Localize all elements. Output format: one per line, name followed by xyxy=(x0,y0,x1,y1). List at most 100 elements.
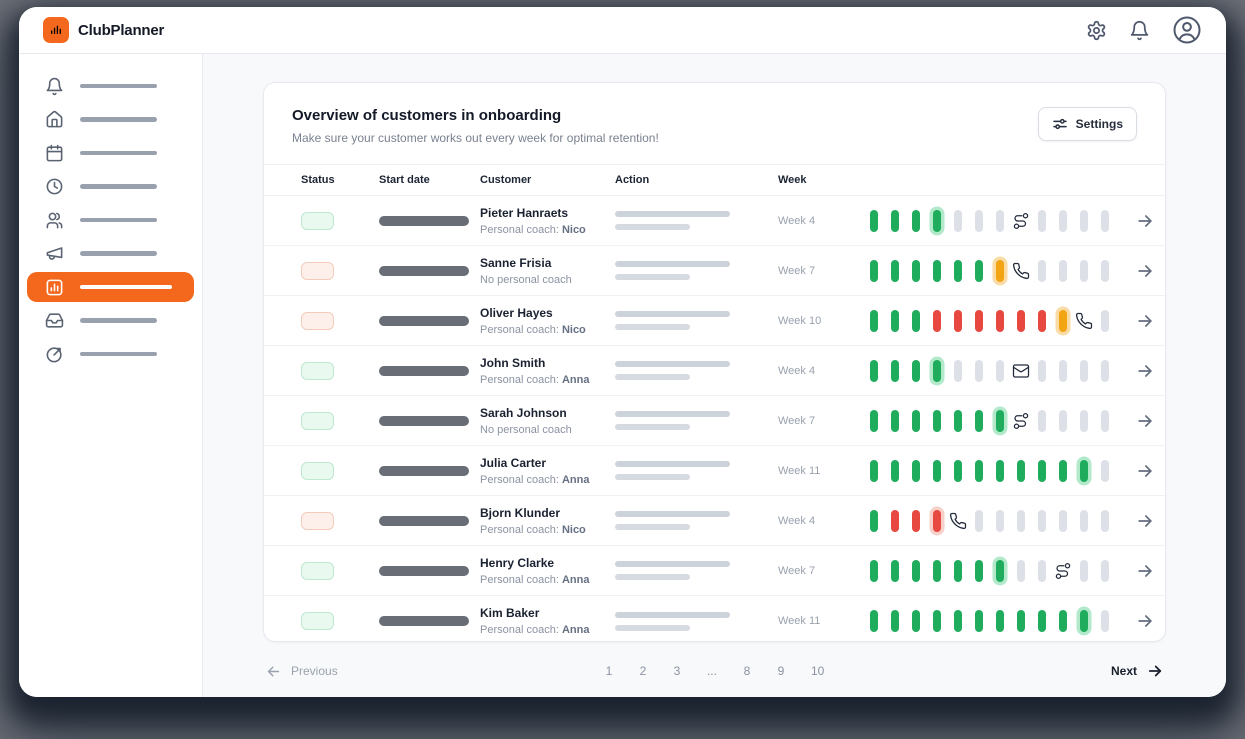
week-pill-missed xyxy=(968,307,989,335)
week-pill-future xyxy=(947,357,968,385)
table-row: Henry Clarke Personal coach: Anna Week 7 xyxy=(264,546,1165,596)
phone-icon xyxy=(1073,307,1094,335)
customer-cell: Henry Clarke Personal coach: Anna xyxy=(480,556,615,586)
sidebar-item-home[interactable] xyxy=(27,105,194,135)
action-line-1 xyxy=(615,511,730,517)
customer-name: Bjorn Klunder xyxy=(480,505,560,520)
page-number-8[interactable]: 8 xyxy=(743,664,751,679)
start-date-placeholder xyxy=(379,415,469,426)
week-pill-current-ok xyxy=(1073,457,1094,485)
table-header: Status Start date Customer Action Week xyxy=(264,164,1165,196)
row-detail-arrow-button[interactable] xyxy=(1135,411,1155,431)
week-pill-missed xyxy=(989,307,1010,335)
week-pill-done xyxy=(926,457,947,485)
customer-name: Sanne Frisia xyxy=(480,255,552,270)
table-row: Sarah Johnson No personal coach Week 7 xyxy=(264,396,1165,446)
week-pill-done xyxy=(905,457,926,485)
megaphone-icon xyxy=(46,247,63,260)
customer-name: Julia Carter xyxy=(480,455,547,470)
row-detail-arrow-button[interactable] xyxy=(1135,211,1155,231)
sidebar-item-goal[interactable] xyxy=(27,339,194,369)
action-line-1 xyxy=(615,361,730,367)
week-pill-future xyxy=(968,357,989,385)
user-avatar-icon[interactable] xyxy=(1172,15,1202,45)
week-label: Week 4 xyxy=(778,364,816,377)
page-number-9[interactable]: 9 xyxy=(777,664,785,679)
week-label: Week 11 xyxy=(778,615,821,627)
week-pill-done xyxy=(905,207,926,235)
bell-icon[interactable] xyxy=(1129,20,1150,41)
page-number-3[interactable]: 3 xyxy=(673,664,681,679)
week-pill-future xyxy=(1094,507,1115,535)
page-number-10[interactable]: 10 xyxy=(810,664,825,679)
page-number-2[interactable]: 2 xyxy=(639,664,647,679)
week-progress-track xyxy=(863,407,1115,435)
col-status: Status xyxy=(301,174,335,186)
table-row: Sanne Frisia No personal coach Week 7 xyxy=(264,246,1165,296)
week-pill-future xyxy=(1073,257,1094,285)
week-pill-missed xyxy=(884,507,905,535)
customer-cell: Kim Baker Personal coach: Anna xyxy=(480,606,615,636)
start-date-placeholder xyxy=(379,265,469,276)
sidebar-item-inbox[interactable] xyxy=(27,306,194,336)
page-numbers: 1 2 3... 8 9 10 xyxy=(605,664,825,679)
table-row: Pieter Hanraets Personal coach: Nico Week … xyxy=(264,196,1165,246)
previous-page-button[interactable]: Previous xyxy=(265,663,338,680)
sidebar-item-chart-active[interactable] xyxy=(27,272,194,302)
sidebar-item-placeholder xyxy=(80,217,157,223)
bell-icon xyxy=(46,77,63,95)
settings-button-label: Settings xyxy=(1075,117,1123,131)
week-pill-current-ok xyxy=(989,407,1010,435)
settings-button[interactable]: Settings xyxy=(1037,107,1137,141)
row-detail-arrow-button[interactable] xyxy=(1135,511,1155,531)
row-detail-arrow-button[interactable] xyxy=(1135,561,1155,581)
goal-icon xyxy=(46,346,62,362)
sidebar-item-calendar[interactable] xyxy=(27,138,194,168)
coach-name: Anna xyxy=(561,473,590,486)
week-pill-future xyxy=(1094,207,1115,235)
week-pill-future xyxy=(1094,607,1115,635)
week-pill-current-warn xyxy=(989,257,1010,285)
week-pill-future xyxy=(1073,557,1094,585)
week-pill-future xyxy=(1094,407,1115,435)
action-line-2 xyxy=(615,474,690,480)
week-progress-track xyxy=(863,607,1115,635)
week-pill-future xyxy=(1052,507,1073,535)
sidebar-item-users[interactable] xyxy=(27,205,194,235)
row-detail-arrow-button[interactable] xyxy=(1135,611,1155,631)
week-pill-future xyxy=(968,507,989,535)
col-action: Action xyxy=(615,174,650,186)
week-pill-done xyxy=(863,507,884,535)
sidebar-item-clock[interactable] xyxy=(27,172,194,202)
week-label: Week 10 xyxy=(778,314,822,327)
customer-name: John Smith xyxy=(480,355,546,370)
brand-logo-icon xyxy=(43,17,69,43)
sidebar-item-bell[interactable] xyxy=(27,71,194,101)
sidebar-item-megaphone[interactable] xyxy=(27,239,194,269)
page-number-1[interactable]: 1 xyxy=(605,664,613,679)
week-pill-future xyxy=(1094,257,1115,285)
row-detail-arrow-button[interactable] xyxy=(1135,461,1155,481)
topbar-actions xyxy=(1086,15,1202,45)
row-detail-arrow-button[interactable] xyxy=(1135,361,1155,381)
route-icon xyxy=(1010,207,1031,235)
week-pill-current-missed xyxy=(926,507,947,535)
coach-name: Anna xyxy=(561,573,590,586)
action-line-2 xyxy=(615,524,690,530)
row-detail-arrow-button[interactable] xyxy=(1135,261,1155,281)
next-page-button[interactable]: Next xyxy=(1111,662,1164,680)
brand-name: ClubPlanner xyxy=(78,21,165,39)
row-detail-arrow-button[interactable] xyxy=(1135,311,1155,331)
next-label: Next xyxy=(1110,664,1137,679)
week-pill-future xyxy=(1031,507,1052,535)
week-label: Week 7 xyxy=(778,414,816,427)
gear-icon[interactable] xyxy=(1086,20,1107,41)
week-progress-track xyxy=(863,557,1115,585)
home-icon xyxy=(46,110,63,128)
page-title: Overview of customers in onboarding xyxy=(292,107,562,124)
start-date-placeholder xyxy=(379,215,469,226)
users-icon xyxy=(46,212,63,228)
week-pill-done xyxy=(1010,457,1031,485)
week-label: Week 4 xyxy=(778,514,816,527)
action-line-1 xyxy=(615,261,730,267)
